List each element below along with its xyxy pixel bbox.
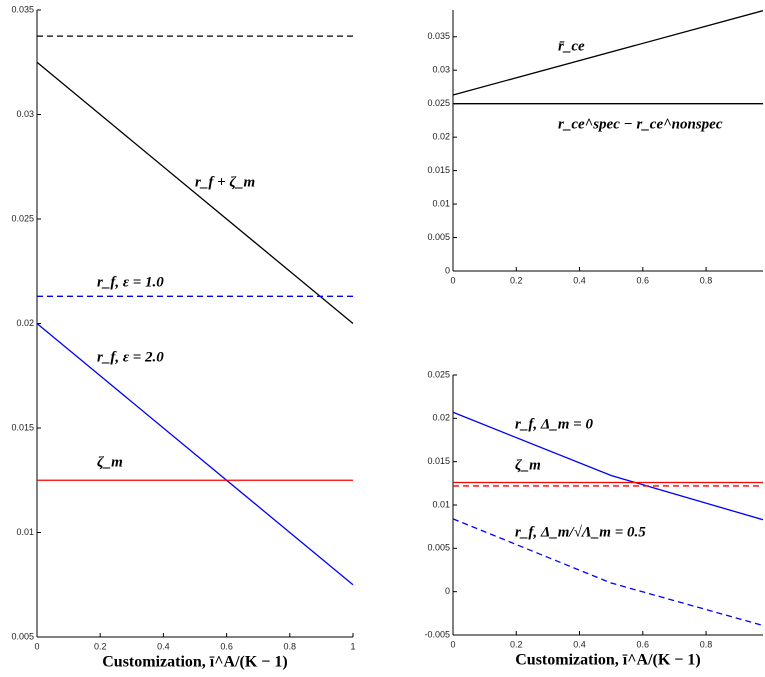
y-tick-label: 0.02 — [16, 318, 34, 328]
y-tick-label: 0.01 — [432, 198, 450, 208]
y-tick-label: 0.03 — [16, 109, 34, 119]
x-tick-label: 0.6 — [220, 641, 233, 651]
y-tick-label: 0.015 — [427, 165, 450, 175]
x-tick-label: 0 — [450, 639, 455, 649]
annotation: r_ce^spec − r_ce^nonspec — [558, 116, 723, 132]
x-tick-label: 0.8 — [700, 639, 713, 649]
x-axis-label: Customization, ī^A/(K − 1) — [102, 654, 288, 671]
x-tick-label: 0.8 — [284, 641, 297, 651]
series-line — [452, 10, 764, 96]
x-tick-label: 0.6 — [637, 275, 650, 285]
y-tick-label: 0.025 — [427, 98, 450, 108]
y-tick-label: 0.02 — [432, 413, 450, 423]
annotation: ζ_m — [97, 454, 123, 470]
y-tick-label: 0.03 — [432, 65, 450, 75]
series-line — [36, 61, 354, 325]
y-tick-label: 0 — [445, 265, 450, 275]
y-tick-label: 0.035 — [427, 31, 450, 41]
x-axis-label: Customization, ī^A/(K − 1) — [515, 652, 701, 669]
y-tick-label: 0.01 — [16, 527, 34, 537]
annotation: r_f, Δ_m/√Λ_m = 0.5 — [515, 524, 646, 540]
series-line — [452, 518, 764, 627]
annotation: r̄_ce — [558, 38, 585, 54]
y-tick-label: 0.005 — [11, 631, 34, 641]
y-tick-label: 0.005 — [427, 232, 450, 242]
x-tick-label: 0 — [34, 641, 39, 651]
x-tick-label: 0.2 — [94, 641, 107, 651]
annotation: r_f + ζ_m — [195, 174, 255, 190]
y-tick-label: 0.005 — [427, 543, 450, 553]
annotation: r_f, ε = 2.0 — [97, 349, 164, 365]
y-tick-label: 0.015 — [11, 422, 34, 432]
x-tick-label: 0.8 — [700, 275, 713, 285]
y-tick-label: 0 — [445, 586, 450, 596]
x-tick-label: 0.2 — [510, 639, 523, 649]
x-tick-label: 0.2 — [510, 275, 523, 285]
x-tick-label: 0.4 — [573, 639, 586, 649]
x-tick-label: 0.4 — [573, 275, 586, 285]
annotation: r_f, ε = 1.0 — [97, 274, 164, 290]
y-tick-label: -0.005 — [424, 629, 450, 639]
y-tick-label: 0.01 — [432, 499, 450, 509]
x-tick-label: 0 — [450, 275, 455, 285]
y-tick-label: 0.02 — [432, 132, 450, 142]
x-tick-label: 0.6 — [637, 639, 650, 649]
y-tick-label: 0.025 — [11, 213, 34, 223]
x-tick-label: 1 — [350, 641, 355, 651]
annotation: ζ_m — [515, 457, 541, 473]
y-tick-label: 0.025 — [427, 369, 450, 379]
series-line — [36, 322, 354, 586]
series-line — [452, 411, 764, 521]
x-tick-label: 0.4 — [157, 641, 170, 651]
y-tick-label: 0.035 — [11, 4, 34, 14]
y-tick-label: 0.015 — [427, 456, 450, 466]
annotation: r_f, Δ_m = 0 — [515, 416, 593, 432]
